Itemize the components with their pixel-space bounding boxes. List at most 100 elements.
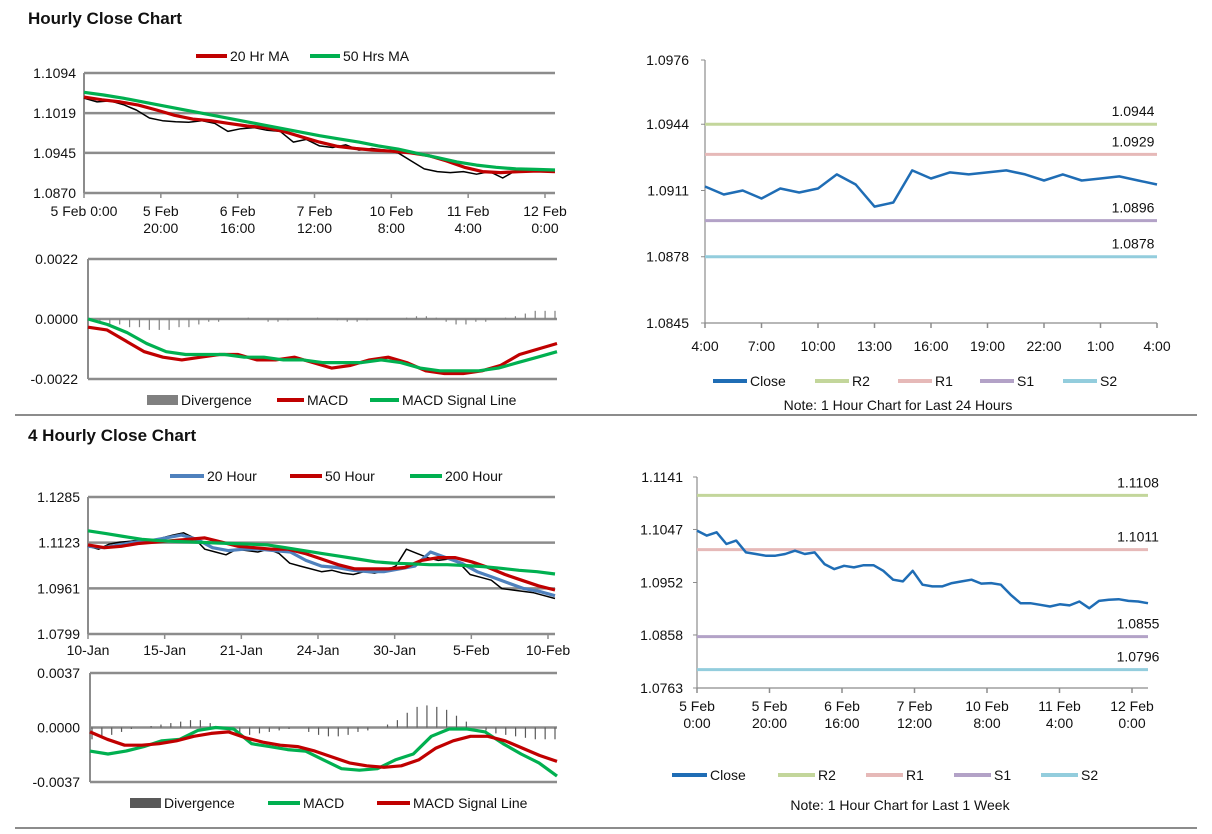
legend-swatch [147, 395, 178, 405]
legend-item: Divergence [147, 392, 252, 408]
chart-note: Note: 1 Hour Chart for Last 1 Week [790, 797, 1010, 813]
level-label-s2: 1.0878 [1112, 236, 1155, 252]
level-label-s1: 1.0855 [1117, 616, 1160, 632]
x-tick-label: 0:00 [683, 715, 710, 731]
x-tick-label: 1:00 [1087, 338, 1114, 354]
legend-label: 20 Hr MA [230, 48, 290, 64]
y-tick-label: -0.0022 [31, 371, 79, 387]
x-tick-label: 4:00 [1046, 715, 1073, 731]
legend-label: Divergence [181, 392, 252, 408]
legend-item: S1 [954, 767, 1011, 783]
x-tick-label: 15-Jan [143, 642, 186, 658]
series-line-close [704, 169, 1158, 208]
series-line-200-hour [87, 529, 556, 576]
legend: Divergence MACD MACD Signal Line [147, 392, 517, 408]
section-title-hourly: Hourly Close Chart [28, 9, 182, 28]
y-tick-label: 1.0799 [37, 626, 80, 642]
x-tick-label: 11 Feb [1038, 698, 1081, 714]
x-tick-label: 12 Feb [523, 203, 567, 219]
legend-item: R2 [778, 767, 836, 783]
x-tick-label: 10 Feb [965, 698, 1009, 714]
level-label-r1: 1.0929 [1112, 133, 1155, 149]
legend-item: S2 [1063, 373, 1117, 389]
legend-label: 200 Hour [445, 468, 503, 484]
legend-label: 20 Hour [207, 468, 257, 484]
legend-item: R2 [815, 373, 870, 389]
legend-label: S2 [1081, 767, 1098, 783]
x-tick-label: 10 Feb [370, 203, 414, 219]
legend-item: MACD [277, 392, 348, 408]
x-tick-label: 12:00 [297, 220, 332, 236]
legend-label: MACD [307, 392, 348, 408]
y-tick-label: 1.0763 [640, 680, 683, 696]
legend-item: R1 [866, 767, 924, 783]
y-tick-label: 1.0961 [37, 580, 80, 596]
series-line-20-hour [87, 533, 556, 598]
section-title-4-hourly: 4 Hourly Close Chart [28, 426, 196, 445]
y-tick-label: 1.1094 [33, 65, 76, 81]
y-tick-label: 1.1019 [33, 105, 76, 121]
legend-label: R2 [818, 767, 836, 783]
legend-swatch [130, 798, 161, 808]
legend-item: S2 [1041, 767, 1098, 783]
y-tick-label: 1.1047 [640, 521, 683, 537]
x-tick-label: 11 Feb [447, 203, 490, 219]
y-tick-label: 1.0858 [640, 627, 683, 643]
y-tick-label: 1.0870 [33, 185, 76, 201]
x-tick-label: 8:00 [973, 715, 1000, 731]
legend-label: MACD Signal Line [402, 392, 517, 408]
level-label-r2: 1.1108 [1117, 474, 1159, 490]
y-tick-label: 1.0878 [646, 249, 689, 265]
y-tick-label: 0.0037 [37, 665, 80, 681]
legend-label: 50 Hour [325, 468, 375, 484]
y-tick-label: 0.0000 [37, 720, 80, 736]
level-label-r2: 1.0944 [1112, 103, 1155, 119]
legend: Close R2 R1 S1 S2 [713, 373, 1117, 389]
x-tick-label: 12 Feb [1110, 698, 1154, 714]
series-line-macd-signal-line [87, 317, 558, 373]
legend-item: Close [672, 767, 746, 783]
y-tick-label: 1.1123 [38, 535, 80, 551]
legend-item: 50 Hour [290, 468, 375, 484]
legend-item: MACD Signal Line [370, 392, 517, 408]
x-tick-label: 16:00 [913, 338, 948, 354]
series-line-macd-signal-line [89, 730, 558, 769]
legend-label: R1 [935, 373, 953, 389]
x-tick-label: 21-Jan [220, 642, 263, 658]
y-tick-label: 1.0945 [33, 145, 76, 161]
y-tick-label: 1.0952 [640, 575, 683, 591]
x-tick-label: 30-Jan [373, 642, 416, 658]
x-tick-label: 4:00 [455, 220, 482, 236]
x-tick-label: 6 Feb [220, 203, 256, 219]
legend-label: Close [710, 767, 746, 783]
legend-label: S1 [994, 767, 1011, 783]
x-tick-label: 13:00 [857, 338, 892, 354]
y-tick-label: 1.1285 [37, 489, 80, 505]
legend: Close R2 R1 S1 S2 [672, 767, 1098, 783]
x-tick-label: 7:00 [748, 338, 775, 354]
legend: 20 Hr MA 50 Hrs MA [196, 48, 410, 64]
legend-label: 50 Hrs MA [343, 48, 410, 64]
level-label-s1: 1.0896 [1112, 200, 1155, 216]
x-tick-label: 4:00 [691, 338, 718, 354]
x-tick-label: 0:00 [531, 220, 558, 236]
series-line-macd [87, 325, 558, 376]
x-tick-label: 16:00 [220, 220, 255, 236]
x-tick-label: 20:00 [752, 715, 787, 731]
legend-item: MACD [268, 795, 344, 811]
legend-item: 20 Hr MA [196, 48, 290, 64]
legend-item: 50 Hrs MA [310, 48, 410, 64]
level-label-s2: 1.0796 [1117, 649, 1160, 665]
legend-label: R2 [852, 373, 870, 389]
y-tick-label: 1.0911 [647, 182, 689, 198]
x-tick-label: 10:00 [800, 338, 835, 354]
series-line-macd [89, 725, 558, 778]
x-tick-label: 5 Feb [143, 203, 179, 219]
x-tick-label: 4:00 [1143, 338, 1170, 354]
legend-item: 20 Hour [170, 468, 257, 484]
